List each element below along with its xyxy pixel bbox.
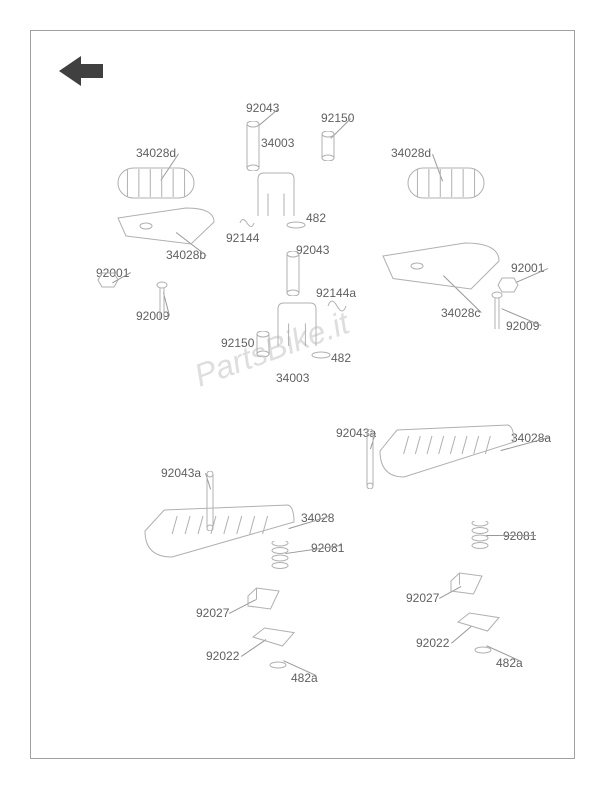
part-plate-r bbox=[456, 611, 501, 638]
part-label: 34028c bbox=[441, 306, 480, 320]
part-dowel-mid bbox=[256, 331, 270, 362]
part-pin-small bbox=[246, 121, 260, 176]
part-label: 92009 bbox=[506, 319, 539, 333]
part-label: 482a bbox=[291, 671, 318, 685]
part-block-l bbox=[246, 586, 281, 616]
part-label: 482 bbox=[331, 351, 351, 365]
part-label: 92043 bbox=[296, 243, 329, 257]
part-label: 92043 bbox=[246, 101, 279, 115]
part-passenger-peg-r bbox=[376, 421, 516, 486]
part-label: 92043a bbox=[161, 466, 201, 480]
part-label: 34028d bbox=[136, 146, 176, 160]
part-holder-u bbox=[256, 171, 296, 221]
part-label: 92027 bbox=[196, 606, 229, 620]
part-footpeg-base-l bbox=[116, 206, 216, 251]
part-label: 92081 bbox=[503, 529, 536, 543]
part-spring-coil-r bbox=[471, 521, 489, 556]
part-plate-l bbox=[251, 626, 296, 653]
part-pin-long-r bbox=[366, 429, 374, 494]
part-label: 92022 bbox=[206, 649, 239, 663]
part-label: 92022 bbox=[416, 636, 449, 650]
part-label: 92001 bbox=[511, 261, 544, 275]
part-label: 482 bbox=[306, 211, 326, 225]
part-bolt-hex-l bbox=[96, 271, 120, 294]
part-label: 34028 bbox=[301, 511, 334, 525]
part-screw-r bbox=[491, 291, 503, 336]
part-washer-bl bbox=[269, 656, 287, 674]
part-spring-coil-l bbox=[271, 541, 289, 576]
part-footpeg-rubber-l bbox=[116, 166, 196, 205]
nav-arrow-icon bbox=[59, 56, 103, 91]
part-spring-mid bbox=[326, 296, 348, 321]
part-pin-mid bbox=[286, 251, 300, 301]
part-label: 34028a bbox=[511, 431, 551, 445]
part-label: 34028d bbox=[391, 146, 431, 160]
diagram-frame: PartsBike.it 920439215034028d3400334028d… bbox=[30, 30, 575, 759]
part-holder-mid bbox=[276, 301, 318, 351]
part-washer-mid bbox=[311, 346, 331, 364]
part-label: 92081 bbox=[311, 541, 344, 555]
part-footpeg-rubber-r bbox=[406, 166, 486, 205]
part-spring-small bbox=[238, 216, 256, 235]
part-footpeg-base-r bbox=[381, 241, 501, 296]
part-washer-thin bbox=[286, 216, 306, 234]
part-screw-l bbox=[156, 281, 168, 326]
part-washer-br bbox=[474, 641, 492, 659]
part-label: 482a bbox=[496, 656, 523, 670]
part-label: 92150 bbox=[321, 111, 354, 125]
part-label: 34003 bbox=[261, 136, 294, 150]
part-pin-dowel bbox=[321, 131, 335, 166]
part-label: 92150 bbox=[221, 336, 254, 350]
part-label: 92027 bbox=[406, 591, 439, 605]
part-label: 34003 bbox=[276, 371, 309, 385]
part-block-r bbox=[449, 571, 484, 601]
